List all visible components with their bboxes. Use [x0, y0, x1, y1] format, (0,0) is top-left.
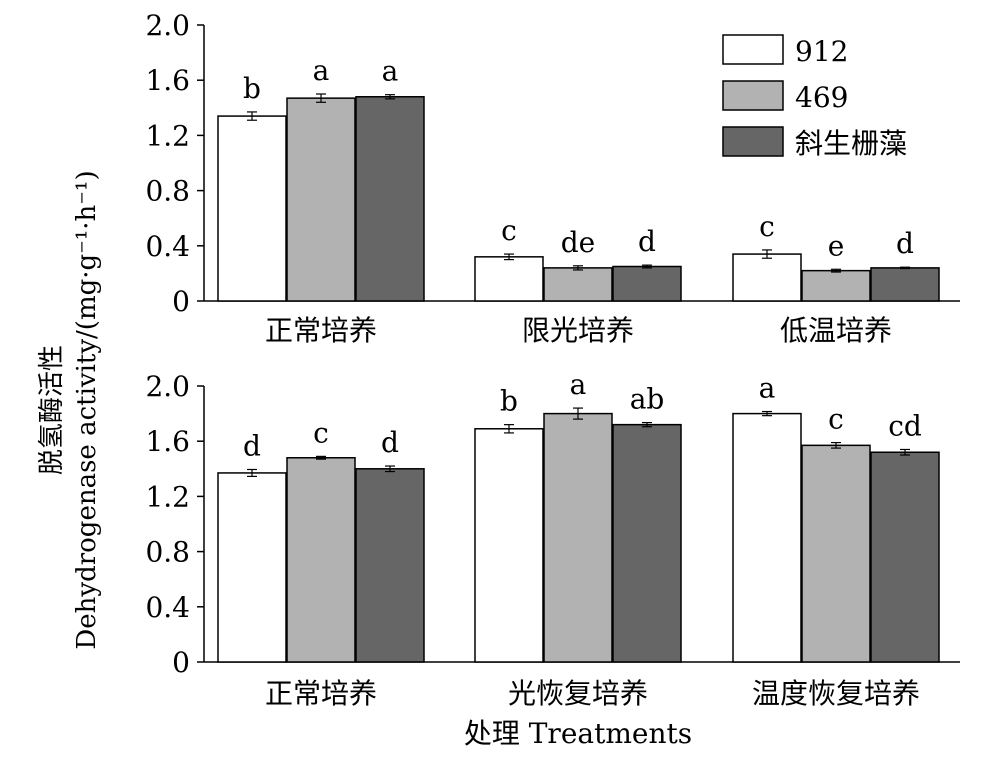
category-label: 限光培养 [522, 314, 634, 347]
significance-label: c [313, 416, 329, 449]
category-label: 低温培养 [780, 314, 892, 347]
y-tick-label: 2.0 [145, 370, 190, 403]
y-axis-title-cn: 脱氢酶活性 [37, 345, 67, 475]
y-axis-title-en: Dehydrogenase activity/(mg·g⁻¹·h⁻¹) [72, 170, 102, 649]
bar [732, 253, 802, 302]
bar [355, 468, 425, 663]
bar [286, 457, 356, 663]
legend-swatch [722, 80, 784, 111]
y-tick-label: 1.6 [145, 64, 190, 97]
bar [612, 423, 682, 663]
category-label: 正常培养 [265, 677, 377, 710]
y-tick-label: 1.2 [145, 119, 190, 152]
bar [801, 444, 871, 663]
y-tick-label: 0.8 [145, 536, 190, 569]
significance-label: d [243, 429, 261, 462]
bar [286, 97, 356, 302]
legend: 912 469 斜生栅藻 [722, 34, 907, 160]
significance-label: de [561, 226, 596, 259]
y-tick-label: 0.4 [145, 591, 190, 624]
panel-1: 0 0.4 0.8 1.2 1.6 2.0 b a a 正常培养 c de d 限光培养 c e d 低温培养 [145, 9, 960, 347]
legend-label: 912 [795, 35, 848, 68]
y-tick-label: 0.4 [145, 230, 190, 263]
legend-swatch [722, 126, 784, 157]
bar [474, 428, 544, 663]
significance-label: c [828, 403, 844, 436]
bar [732, 412, 802, 663]
significance-label: d [381, 426, 399, 459]
y-tick-label: 1.6 [145, 425, 190, 458]
bar [217, 115, 287, 302]
significance-label: c [759, 210, 775, 243]
legend-label: 469 [795, 81, 848, 114]
y-tick-label: 0.8 [145, 175, 190, 208]
significance-label: a [759, 372, 776, 405]
significance-label: ab [630, 383, 665, 416]
significance-label: b [243, 72, 261, 105]
bar [474, 256, 544, 302]
legend-label: 斜生栅藻 [795, 127, 907, 160]
bar [355, 96, 425, 302]
bar [612, 265, 682, 302]
bar [543, 267, 613, 302]
bar [543, 412, 613, 663]
category-label: 温度恢复培养 [752, 677, 920, 710]
significance-label: b [500, 385, 518, 418]
significance-label: a [313, 54, 330, 87]
legend-swatch [722, 34, 784, 65]
significance-label: a [570, 368, 587, 401]
category-label: 光恢复培养 [508, 677, 648, 710]
bar [870, 451, 940, 663]
significance-label: e [828, 229, 845, 262]
significance-label: d [896, 227, 914, 260]
y-tick-label: 0 [172, 646, 190, 679]
bar [217, 472, 287, 663]
bar [870, 267, 940, 302]
bar [801, 269, 871, 302]
y-tick-label: 1.2 [145, 480, 190, 513]
category-label: 正常培养 [265, 314, 377, 347]
significance-label: a [382, 55, 399, 88]
y-tick-label: 0 [172, 285, 190, 318]
y-tick-label: 2.0 [145, 9, 190, 42]
significance-label: c [501, 214, 517, 247]
significance-label: d [638, 225, 656, 258]
x-axis-title: 处理 Treatments [464, 717, 692, 750]
significance-label: cd [888, 409, 922, 442]
